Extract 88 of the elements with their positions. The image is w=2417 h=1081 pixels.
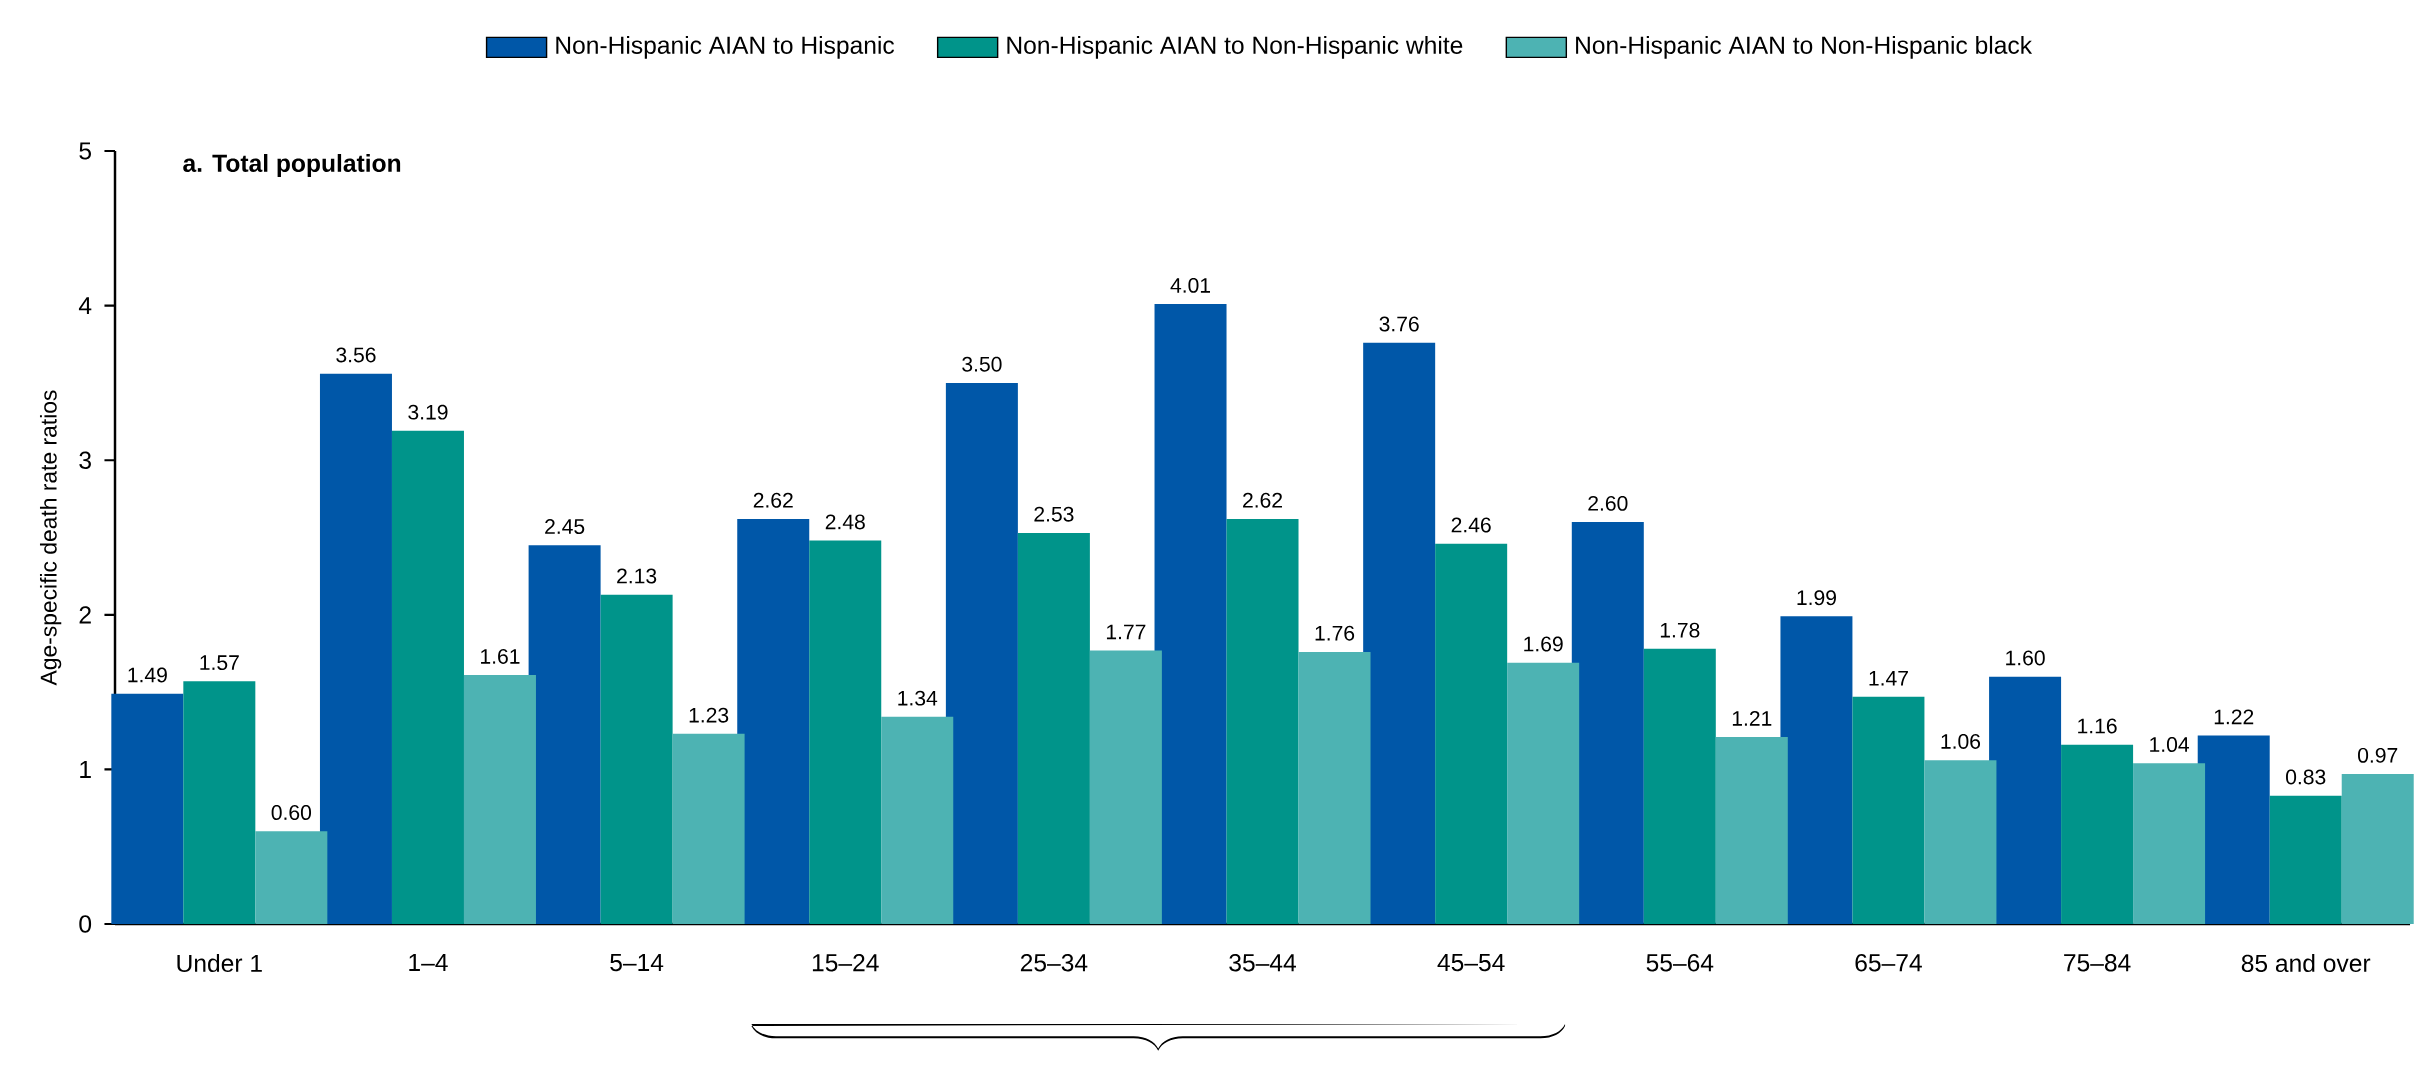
data-label: 1.47 — [1869, 671, 1908, 686]
bar — [672, 733, 745, 925]
x-tick-label: 25–34 — [1020, 954, 1088, 972]
x-tick-label: 55–64 — [1646, 954, 1714, 972]
bar — [1017, 532, 1090, 925]
bar — [1989, 676, 2062, 925]
data-label: 1.61 — [481, 648, 520, 664]
bar — [111, 693, 184, 925]
data-label: 1.69 — [1524, 636, 1563, 652]
x-tick-label: 65–74 — [1855, 954, 1922, 972]
bar — [2061, 744, 2134, 925]
data-label: 2.45 — [545, 519, 585, 535]
bar — [881, 716, 954, 925]
bar — [391, 430, 464, 925]
y-tick-label: 3 — [79, 451, 91, 469]
data-label: 2.13 — [617, 568, 657, 584]
bar — [1226, 518, 1299, 925]
y-tick-label: 5 — [79, 142, 91, 160]
data-label: 3.50 — [962, 356, 1002, 372]
bar — [2269, 795, 2342, 925]
data-label: 2.60 — [1588, 495, 1628, 511]
x-tick-label: Under 1 — [177, 954, 262, 973]
data-label: 2.53 — [1034, 506, 1074, 522]
x-tick-label: 15–24 — [812, 954, 879, 972]
data-label: 1.34 — [898, 690, 938, 706]
data-label: 1.77 — [1106, 624, 1146, 640]
bar — [2197, 735, 2270, 925]
y-tick-label: 1 — [80, 760, 91, 778]
bar — [183, 681, 256, 925]
data-label: 3.76 — [1379, 316, 1419, 332]
bar — [2341, 774, 2414, 925]
x-tick-label: 85 and over — [2241, 954, 2371, 973]
bar — [945, 382, 1018, 925]
bar — [1507, 662, 1580, 925]
bar — [319, 373, 392, 925]
data-label: 0.97 — [2358, 747, 2398, 763]
data-label: 3.56 — [336, 347, 376, 363]
legend-label: Non-Hispanic AIAN to Hispanic — [556, 35, 895, 59]
data-label: 3.19 — [408, 404, 448, 420]
bar — [1643, 648, 1716, 925]
bar — [1154, 304, 1227, 925]
y-tick-label: 0 — [79, 915, 92, 933]
data-label: 1.60 — [2006, 650, 2045, 666]
x-tick-label: 45–54 — [1437, 954, 1505, 972]
data-label: 1.78 — [1660, 622, 1700, 638]
data-label: 2.48 — [825, 514, 865, 530]
bar — [463, 675, 536, 925]
data-label: 1.23 — [689, 707, 729, 723]
bar — [1715, 736, 1788, 925]
legend-label: Non-Hispanic AIAN to Non-Hispanic black — [1576, 35, 2033, 59]
data-label: 1.76 — [1315, 625, 1355, 641]
y-axis-title: Age-specific death rate ratios — [39, 390, 62, 686]
data-label: 1.99 — [1797, 590, 1836, 606]
x-tick-label: 75–84 — [2064, 954, 2131, 972]
data-label: 1.16 — [2078, 718, 2117, 734]
bar — [2133, 763, 2206, 925]
bar — [1363, 342, 1436, 925]
data-label: 0.83 — [2286, 769, 2326, 785]
data-label: 1.21 — [1732, 710, 1772, 726]
data-label: 1.22 — [2214, 709, 2254, 725]
data-label: 1.57 — [200, 655, 239, 671]
data-label: 1.06 — [1941, 733, 1981, 749]
data-label: 2.62 — [753, 492, 793, 508]
bar — [1780, 616, 1853, 925]
bar — [528, 545, 601, 925]
bar — [1435, 543, 1508, 925]
bar — [600, 594, 673, 925]
y-tick-label: 4 — [78, 297, 92, 315]
legend-label: Non-Hispanic AIAN to Non-Hispanic white — [1007, 35, 1463, 59]
data-label: 2.46 — [1451, 517, 1491, 533]
data-label: 1.49 — [128, 667, 167, 683]
x-tick-label: 35–44 — [1229, 954, 1296, 972]
data-label: 4.01 — [1170, 277, 1211, 293]
bar — [737, 518, 810, 925]
bar — [1298, 651, 1371, 925]
x-tick-label: 5–14 — [610, 954, 664, 972]
data-label: 1.04 — [2150, 737, 2189, 752]
data-label: 0.60 — [271, 805, 312, 821]
chart-title: a. Total population — [183, 153, 401, 177]
bar — [1571, 522, 1644, 925]
data-label: 2.62 — [1243, 492, 1283, 508]
y-tick-label: 2 — [79, 606, 91, 624]
bar — [1089, 650, 1162, 925]
bar — [809, 540, 882, 925]
bar — [255, 831, 328, 925]
x-tick-label: 1–4 — [409, 954, 448, 971]
bar — [1852, 696, 1925, 925]
bar — [1924, 760, 1997, 925]
